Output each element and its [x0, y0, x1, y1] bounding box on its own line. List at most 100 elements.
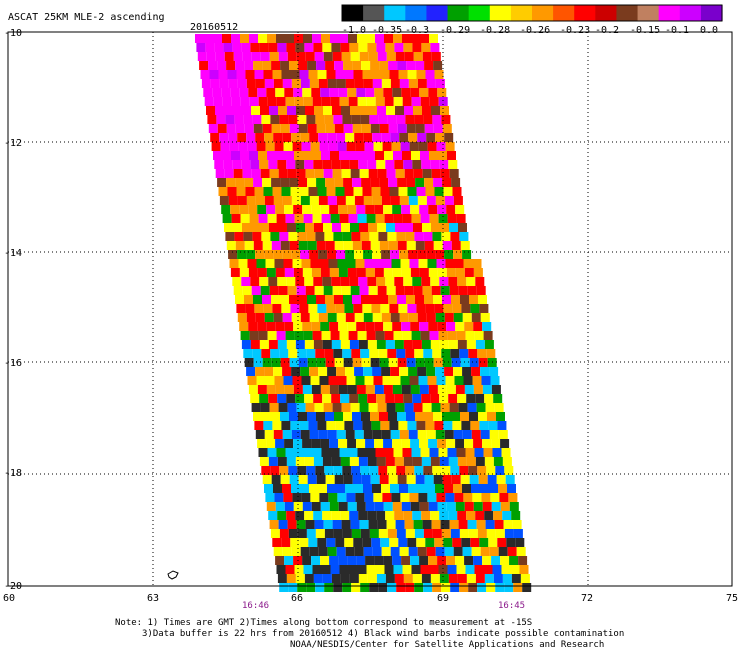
swath-cell — [351, 349, 361, 358]
swath-cell — [421, 574, 431, 583]
swath-cell — [448, 340, 458, 349]
swath-cell — [305, 169, 315, 178]
swath-cell — [361, 412, 370, 421]
swath-cell — [268, 43, 278, 52]
swath-cell — [489, 430, 499, 439]
swath-cell — [399, 484, 408, 493]
swath-cell — [318, 133, 328, 142]
swath-cell — [326, 538, 336, 547]
swath-cell — [252, 349, 262, 358]
swath-cell — [366, 151, 375, 160]
swath-cell — [425, 187, 435, 196]
swath-cell — [413, 520, 423, 529]
swath-cell — [420, 34, 429, 43]
swath-cell — [298, 358, 308, 367]
swath-cell — [392, 268, 402, 277]
longitude-labels: 60 63 66 69 72 75 — [3, 593, 738, 604]
swath-cell — [322, 574, 332, 583]
swath-cell — [315, 583, 325, 592]
swath-cell — [453, 367, 463, 376]
swath-cell — [296, 106, 305, 115]
swath-cell — [471, 430, 481, 439]
swath-cell — [426, 547, 436, 556]
swath-cell — [320, 322, 330, 331]
swath-cell — [381, 484, 390, 493]
swath-cell — [399, 196, 409, 205]
swath-cell — [282, 484, 291, 493]
swath-cell — [276, 34, 285, 43]
swath-cell — [450, 349, 460, 358]
grid-lines — [8, 32, 732, 586]
swath-cell — [330, 151, 339, 160]
swath-cell — [431, 52, 441, 61]
swath-cell — [254, 421, 264, 430]
swath-cell — [437, 385, 447, 394]
swath-cell — [287, 106, 296, 115]
swath-cell — [296, 403, 306, 412]
swath-cell — [311, 88, 321, 97]
swath-cell — [340, 340, 350, 349]
swath-cell — [461, 538, 471, 547]
swath-cell — [338, 322, 348, 331]
swath-cell — [429, 97, 439, 106]
swath-cell — [309, 484, 318, 493]
swath-cell — [401, 385, 411, 394]
swath-cell — [349, 160, 359, 169]
swath-cell — [339, 151, 348, 160]
swath-cell — [426, 484, 435, 493]
swath-cell — [204, 34, 213, 43]
swath-cell — [246, 133, 256, 142]
swath-cell — [294, 331, 304, 340]
swath-cell — [426, 313, 436, 322]
swath-cell — [372, 250, 382, 259]
swath-cell — [351, 583, 361, 592]
colorbar-swatch — [574, 5, 596, 21]
swath-cell — [401, 439, 411, 448]
swath-cell — [354, 367, 364, 376]
swath-cell — [291, 79, 301, 88]
swath-cell — [269, 169, 279, 178]
swath-cell — [419, 502, 429, 511]
swath-cell — [375, 34, 384, 43]
swath-cell — [386, 520, 396, 529]
swath-cell — [366, 214, 376, 223]
swath-cell — [480, 547, 490, 556]
swath-cell — [422, 52, 432, 61]
swath-cell — [332, 52, 342, 61]
swath-cell — [253, 412, 262, 421]
swath-cell — [341, 106, 350, 115]
swath-cell — [465, 331, 475, 340]
swath-cell — [374, 439, 384, 448]
swath-cell — [251, 223, 260, 232]
swath-cell — [446, 322, 456, 331]
swath-cell — [289, 124, 299, 133]
swath-cell — [270, 115, 280, 124]
swath-cell — [222, 151, 231, 160]
swath-cell — [199, 61, 209, 70]
swath-cell — [434, 70, 444, 79]
swath-cell — [267, 448, 277, 457]
swath-cell — [392, 205, 402, 214]
swath-cell — [282, 79, 292, 88]
colorbar-label: -0.23 — [560, 25, 590, 36]
swath-cell — [318, 547, 328, 556]
swath-cell — [469, 475, 479, 484]
swath-cell — [376, 394, 386, 403]
swath-cell — [445, 142, 455, 151]
swath-cell — [336, 430, 346, 439]
swath-cell — [327, 196, 337, 205]
swath-cell — [374, 205, 384, 214]
swath-cell — [416, 421, 426, 430]
swath-cell — [260, 52, 270, 61]
swath-cell — [299, 187, 309, 196]
swath-cell — [430, 43, 440, 52]
swath-cell — [261, 466, 271, 475]
swath-cell — [302, 439, 312, 448]
swath-cell — [413, 223, 422, 232]
swath-cell — [213, 34, 222, 43]
swath-cell — [251, 403, 261, 412]
swath-cell — [467, 286, 477, 295]
swath-cell — [330, 448, 340, 457]
swath-cell — [280, 358, 290, 367]
swath-cell — [455, 268, 465, 277]
